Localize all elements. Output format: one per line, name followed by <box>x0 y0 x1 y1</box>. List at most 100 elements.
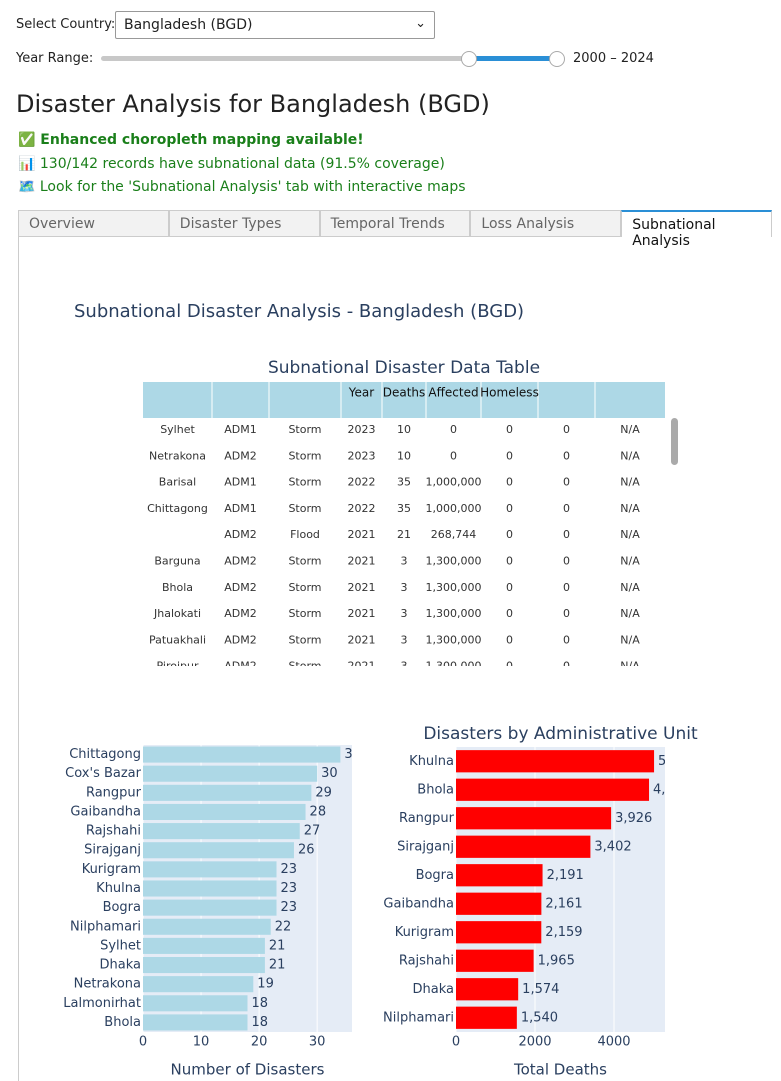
table-cell: ADM2 <box>224 555 256 568</box>
tab[interactable]: Loss Analysis <box>470 210 622 237</box>
tab[interactable]: Temporal Trends <box>319 210 471 237</box>
y-tick-label: Sirajganj <box>84 843 141 858</box>
value-label: 5,013 <box>658 754 695 769</box>
table-cell: N/A <box>620 449 640 462</box>
table-cell: N/A <box>620 660 640 673</box>
value-label: 30 <box>321 766 338 781</box>
bar <box>143 976 254 993</box>
bar <box>143 956 265 974</box>
bar <box>456 835 591 858</box>
table-cell: 2021 <box>348 581 376 594</box>
table-cell: 1,000,000 <box>426 476 482 489</box>
x-axis-label: Total Deaths <box>513 1061 607 1079</box>
bar <box>456 864 543 887</box>
table-cell: 2021 <box>348 607 376 620</box>
table-cell: Barguna <box>154 555 200 568</box>
table-cell: Pirojpur <box>157 660 199 673</box>
table-cell: N/A <box>620 607 640 620</box>
table-cell: Bhola <box>162 581 193 594</box>
value-label: 2,161 <box>545 896 582 911</box>
table-cell: N/A <box>620 423 640 436</box>
y-tick-label: Sirajganj <box>397 839 454 854</box>
bar <box>143 746 341 763</box>
bar <box>456 750 655 773</box>
table-cell: Storm <box>288 607 321 620</box>
value-label: 22 <box>275 919 292 934</box>
country-select[interactable]: Bangladesh (BGD) ⌄ <box>115 11 435 39</box>
table-cell: 0 <box>450 449 457 462</box>
value-label: 2,191 <box>547 868 584 883</box>
value-label: 1,965 <box>538 953 575 968</box>
table-cell: Jhalokati <box>153 607 201 620</box>
bar <box>143 995 248 1012</box>
tab[interactable]: Overview <box>18 210 169 237</box>
table-cell: 1,300,000 <box>426 660 482 673</box>
table-cell: 0 <box>563 633 570 646</box>
table-cell: Storm <box>288 581 321 594</box>
table-cell: 0 <box>450 423 457 436</box>
table-cell: 1,300,000 <box>426 607 482 620</box>
tab[interactable]: Subnational Analysis <box>621 210 772 249</box>
table-cell: 2023 <box>348 423 376 436</box>
y-tick-label: Dhaka <box>413 982 454 997</box>
y-tick-label: Bogra <box>416 868 454 883</box>
table-cell: Storm <box>288 555 321 568</box>
table-cell: N/A <box>620 633 640 646</box>
table-cell: ADM2 <box>224 449 256 462</box>
value-label: 28 <box>310 804 327 819</box>
table-cell: N/A <box>620 555 640 568</box>
scrollbar[interactable] <box>671 418 678 465</box>
panel-title: Subnational Disaster Analysis - Banglade… <box>74 301 524 322</box>
table-cell: 2023 <box>348 449 376 462</box>
tab[interactable]: Disaster Types <box>168 210 320 237</box>
x-axis-label: Number of Disasters <box>171 1061 325 1079</box>
y-tick-label: Sylhet <box>100 938 141 953</box>
bar <box>143 918 271 935</box>
table-cell: 35 <box>397 502 411 515</box>
year-range: 2000 – 2024 <box>573 51 654 66</box>
table-cell: 2021 <box>348 528 376 541</box>
x-tick-label: 0 <box>139 1035 147 1050</box>
bar <box>143 899 277 916</box>
table-cell: 0 <box>506 423 513 436</box>
value-label: 26 <box>298 843 315 858</box>
bar <box>143 842 294 859</box>
y-tick-label: Rangpur <box>86 785 142 800</box>
y-tick-label: Rajshahi <box>399 953 454 968</box>
bar <box>143 823 300 840</box>
table-title: Subnational Disaster Data Table <box>268 358 540 378</box>
notice: 🗺️ Look for the 'Subnational Analysis' t… <box>18 179 466 195</box>
table-cell: 0 <box>563 476 570 489</box>
table-cell: 3 <box>401 607 408 620</box>
x-tick-label: 30 <box>309 1035 326 1050</box>
table-cell: ADM1 <box>224 502 256 515</box>
y-tick-label: Bhola <box>417 782 454 797</box>
table-cell: Storm <box>288 423 321 436</box>
table-cell: 2022 <box>348 476 376 489</box>
page-heading: Disaster Analysis for Bangladesh (BGD) <box>16 90 490 118</box>
slider-handle[interactable] <box>549 51 565 67</box>
table-cell: 0 <box>563 423 570 436</box>
table-cell: 0 <box>563 555 570 568</box>
y-tick-label: Netrakona <box>74 977 141 992</box>
slider-handle[interactable] <box>461 51 477 67</box>
table-cell: 0 <box>506 581 513 594</box>
y-tick-label: Nilphamari <box>70 919 141 934</box>
table-cell: N/A <box>620 528 640 541</box>
table-cell: 0 <box>563 502 570 515</box>
table-cell: 0 <box>506 633 513 646</box>
slider-track <box>101 56 557 61</box>
bar <box>143 765 318 782</box>
table-cell: 0 <box>506 528 513 541</box>
x-tick-label: 2000 <box>518 1035 551 1050</box>
y-tick-label: Chittagong <box>69 747 141 762</box>
value-label: 18 <box>252 1015 269 1030</box>
table-cell: 2021 <box>348 555 376 568</box>
y-tick-label: Gaibandha <box>383 896 454 911</box>
table-cell: 2021 <box>348 660 376 673</box>
table-cell: 21 <box>397 528 411 541</box>
